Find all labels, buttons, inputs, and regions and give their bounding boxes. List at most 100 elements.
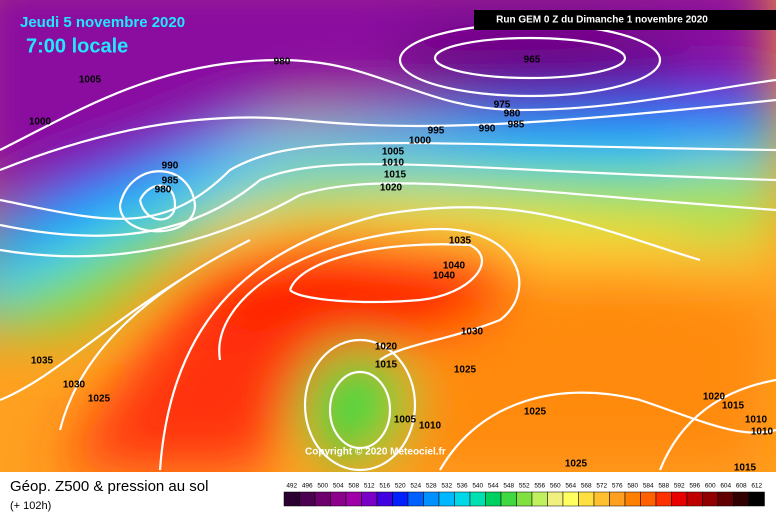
- isobar-label: 1005: [394, 415, 417, 426]
- isobar-label: 1010: [745, 415, 768, 426]
- colorbar-label: 536: [457, 483, 468, 490]
- isobar-label: 985: [162, 176, 179, 187]
- isobar-label: 1025: [565, 459, 588, 470]
- colorbar-cell: [609, 491, 626, 507]
- colorbar-label: 496: [302, 483, 313, 490]
- copyright: Copyright © 2020 Meteociel.fr: [305, 447, 446, 458]
- isobar-label: 975: [494, 100, 511, 111]
- isobar-label: 1025: [88, 394, 111, 405]
- isobar-label: 1020: [703, 392, 726, 403]
- colorbar-label: 588: [658, 483, 669, 490]
- colorbar-cell: [361, 491, 378, 507]
- colorbar: 492 496 500 504 508 512 516 520 524 528 532 536 540 5…: [283, 483, 765, 507]
- isobar-label: 1005: [79, 75, 102, 86]
- colorbar-label: 604: [720, 483, 731, 490]
- colorbar-cell: [407, 491, 424, 507]
- colorbar-cell: [392, 491, 409, 507]
- isobar-label: 1025: [524, 407, 547, 418]
- isobar-label: 1025: [454, 365, 477, 376]
- colorbar-cell: [485, 491, 502, 507]
- colorbar-cell: [423, 491, 440, 507]
- isobar-label: 1020: [380, 183, 403, 194]
- colorbar-cell: [345, 491, 362, 507]
- isobar-label: 1040: [433, 271, 456, 282]
- colorbar-label: 552: [519, 483, 530, 490]
- colorbar-label: 492: [286, 483, 297, 490]
- colorbar-label: 572: [596, 483, 607, 490]
- isobar-label: 1000: [409, 136, 432, 147]
- colorbar-cell: [578, 491, 595, 507]
- colorbar-cell: [330, 491, 347, 507]
- colorbar-label: 560: [550, 483, 561, 490]
- isobar-label: 980: [155, 185, 172, 196]
- isobar-label: 990: [162, 161, 179, 172]
- colorbar-label: 600: [705, 483, 716, 490]
- colorbar-cell: [702, 491, 719, 507]
- colorbar-cell: [547, 491, 564, 507]
- colorbar-cell: [733, 491, 750, 507]
- colorbar-cell: [655, 491, 672, 507]
- colorbar-label: 576: [612, 483, 623, 490]
- run-box: [474, 10, 776, 30]
- colorbar-cell: [376, 491, 393, 507]
- colorbar-label: 564: [565, 483, 576, 490]
- colorbar-cell: [531, 491, 548, 507]
- colorbar-cell: [717, 491, 734, 507]
- isobar-label: 1040: [443, 261, 466, 272]
- colorbar-cell: [748, 491, 765, 507]
- isobar-label: 1020: [375, 342, 398, 353]
- colorbar-cell: [283, 491, 300, 507]
- isobar-label: 1030: [461, 327, 484, 338]
- isobar-label: 980: [274, 57, 291, 68]
- lead-time: (+ 102h): [10, 500, 51, 512]
- isobar-label: 1010: [751, 427, 774, 438]
- colorbar-label: 596: [689, 483, 700, 490]
- colorbar-label: 568: [581, 483, 592, 490]
- isobar-label: 1030: [63, 380, 86, 391]
- isobar-label: 990: [479, 124, 496, 135]
- run: Run GEM 0 Z du Dimanche 1 novembre 2020: [496, 15, 708, 26]
- colorbar-label: 504: [333, 483, 344, 490]
- colorbar-label: 580: [627, 483, 638, 490]
- colorbar-cell: [562, 491, 579, 507]
- colorbar-cell: [454, 491, 471, 507]
- colorbar-cell: [640, 491, 657, 507]
- isobars: [0, 22, 776, 472]
- isobar-label: 1000: [29, 117, 52, 128]
- colorbar-cell: [438, 491, 455, 507]
- isobar-label: 1035: [31, 356, 54, 367]
- time: 7:00 locale: [26, 35, 128, 57]
- colorbar-label: 608: [736, 483, 747, 490]
- colorbar-label: 556: [534, 483, 545, 490]
- colorbar-cell: [500, 491, 517, 507]
- colorbar-cell: [686, 491, 703, 507]
- colorbar-label: 508: [348, 483, 359, 490]
- colorbar-label: 540: [472, 483, 483, 490]
- isobar-label: 995: [428, 126, 445, 137]
- isobar-label: 1005: [382, 147, 405, 158]
- colorbar-cell: [624, 491, 641, 507]
- isobar-label: 1010: [382, 158, 405, 169]
- isobar-label: 965: [524, 55, 541, 66]
- colorbar-label: 500: [317, 483, 328, 490]
- isobar-label: 985: [508, 120, 525, 131]
- colorbar-cell: [469, 491, 486, 507]
- colorbar-label: 532: [441, 483, 452, 490]
- colorbar-label: 544: [488, 483, 499, 490]
- isobar-label: 1035: [449, 236, 472, 247]
- isobar-label: 1015: [734, 463, 757, 474]
- colorbar-label: 512: [364, 483, 375, 490]
- isobar-label: 1015: [722, 401, 745, 412]
- colorbar-cell: [314, 491, 331, 507]
- colorbar-label: 612: [751, 483, 762, 490]
- colorbar-label: 524: [410, 483, 421, 490]
- isobar-label: 1015: [375, 360, 398, 371]
- colorbar-label: 528: [426, 483, 437, 490]
- colorbar-label: 516: [379, 483, 390, 490]
- colorbar-label: 592: [674, 483, 685, 490]
- colorbar-cell: [299, 491, 316, 507]
- isobar-label: 1015: [384, 170, 407, 181]
